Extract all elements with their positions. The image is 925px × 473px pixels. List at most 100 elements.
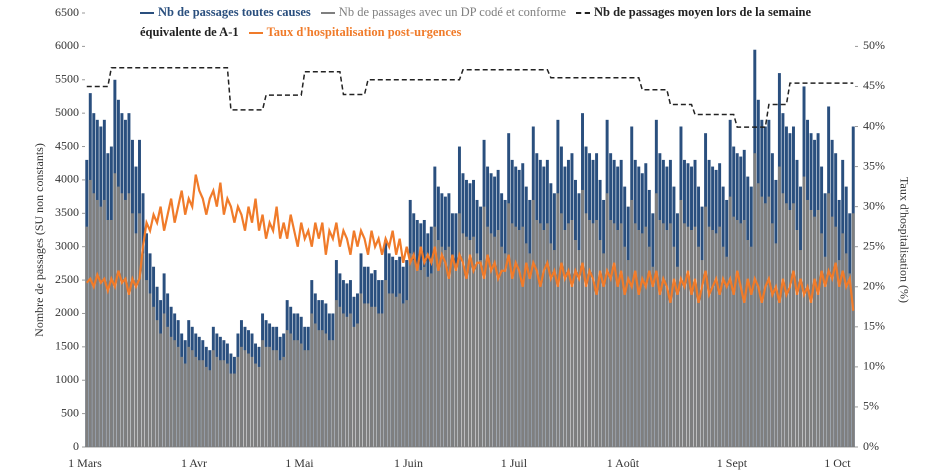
bar — [482, 206, 486, 447]
legend-swatch — [320, 12, 335, 15]
bar — [334, 300, 338, 447]
bar — [658, 219, 662, 447]
bar — [770, 223, 774, 447]
bar — [373, 306, 377, 447]
bar — [707, 226, 711, 447]
bar — [760, 196, 764, 447]
bar — [623, 246, 627, 447]
bar — [616, 230, 620, 447]
bar — [313, 323, 317, 447]
bar — [190, 350, 194, 447]
y-tick-label: 3500 — [55, 205, 79, 219]
bar — [394, 296, 398, 447]
bar — [341, 313, 345, 447]
bar — [841, 233, 845, 447]
bar — [777, 166, 781, 448]
y-tick-label: 2500 — [55, 272, 79, 286]
x-tick-label: 1 Mai — [285, 456, 314, 470]
bar — [549, 243, 553, 447]
y-tick-label: 5000 — [55, 105, 79, 119]
y-tick-label: 1000 — [55, 372, 79, 386]
bar — [672, 246, 676, 447]
bar — [668, 223, 672, 447]
bar — [384, 280, 388, 447]
bar — [461, 233, 465, 447]
bar — [183, 363, 187, 447]
bar — [686, 226, 690, 447]
legend-item: Nb de passages avec un DP codé et confor… — [320, 5, 567, 19]
bar — [756, 183, 760, 447]
bar — [774, 243, 778, 447]
bar — [405, 300, 409, 447]
bar — [155, 320, 159, 447]
legend-item: Taux d'hospitalisation post-urgences — [248, 25, 461, 39]
bar — [711, 230, 715, 447]
bar — [310, 313, 314, 447]
bar — [612, 223, 616, 447]
bar — [141, 253, 145, 447]
bar — [690, 230, 693, 447]
bar — [130, 213, 134, 447]
y-tick-label: 0 — [73, 439, 79, 453]
bar — [837, 260, 841, 447]
bar — [647, 246, 651, 447]
bar — [542, 230, 546, 447]
bar — [479, 260, 483, 447]
bar — [507, 203, 511, 447]
y2-tick-label: 35% — [863, 158, 885, 172]
bar — [577, 250, 581, 447]
bar — [370, 306, 374, 447]
bar — [661, 223, 665, 447]
bar — [823, 256, 827, 447]
bar — [348, 313, 352, 447]
y-tick-label: 2000 — [55, 305, 79, 319]
bar — [704, 206, 708, 447]
bar — [408, 253, 412, 447]
bar — [440, 246, 444, 447]
bar — [422, 266, 426, 447]
bar — [278, 360, 282, 447]
bar — [327, 340, 331, 447]
bar — [345, 316, 349, 447]
bar — [535, 219, 539, 447]
legend-label: Nb de passages avec un DP codé et confor… — [338, 5, 567, 19]
bar — [443, 250, 447, 447]
bar — [605, 193, 609, 447]
bar — [693, 226, 697, 447]
bar — [239, 346, 243, 447]
y2-tick-label: 30% — [863, 198, 885, 212]
bar — [356, 323, 359, 447]
bar — [725, 256, 729, 447]
bar — [127, 193, 131, 447]
y-tick-label: 500 — [61, 405, 79, 419]
bar — [109, 219, 113, 447]
bar — [148, 293, 152, 447]
bar — [637, 230, 641, 447]
bar — [633, 223, 637, 447]
bar — [784, 203, 788, 447]
bar — [665, 230, 669, 447]
bar — [475, 253, 479, 447]
bar — [679, 199, 683, 447]
bar — [619, 223, 623, 447]
bar — [261, 340, 265, 447]
bar — [844, 253, 848, 447]
bar — [749, 246, 753, 447]
bar — [254, 363, 258, 447]
bar — [472, 236, 475, 447]
bar — [232, 373, 236, 447]
bar — [454, 263, 458, 447]
bar — [419, 270, 423, 447]
bar — [398, 293, 402, 447]
bar — [243, 350, 247, 447]
bar — [781, 193, 785, 447]
bar — [197, 360, 201, 447]
bar — [429, 273, 433, 447]
y2-tick-label: 50% — [863, 38, 885, 52]
bar — [728, 196, 732, 447]
bar — [303, 350, 307, 447]
bar — [289, 333, 293, 447]
bar — [324, 333, 328, 447]
bar — [521, 226, 525, 447]
bar — [299, 343, 303, 447]
